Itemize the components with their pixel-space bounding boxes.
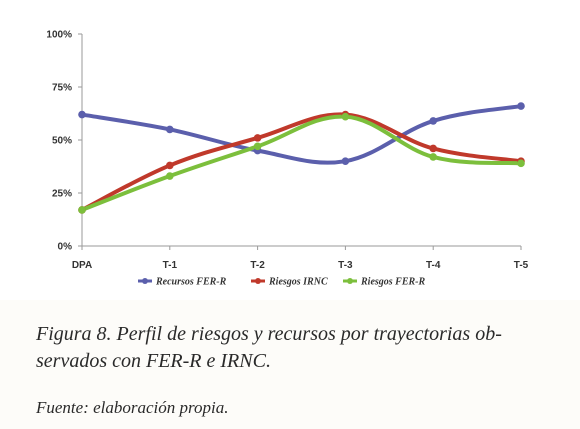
data-point <box>253 134 262 142</box>
x-tick-label: T-5 <box>514 260 529 271</box>
y-tick-label: 75% <box>52 83 72 94</box>
chart-panel: 0% 25% 50% 75% 100% DPA T-1 T-2 T-3 T-4 T-5 Recur… <box>46 29 529 288</box>
data-point <box>166 172 174 180</box>
data-point <box>517 102 525 110</box>
y-tick-label: 100% <box>46 30 72 41</box>
x-tick-label: T-2 <box>250 260 265 271</box>
legend-label: Riesgos FER-R <box>360 277 426 288</box>
x-tick-labels: DPA T-1 T-2 T-3 T-4 T-5 <box>72 260 529 271</box>
data-point <box>78 206 86 214</box>
data-point <box>78 110 86 119</box>
caption-line-2: servados con FER-R e IRNC. <box>36 350 271 372</box>
legend-label: Riesgos IRNC <box>268 277 328 288</box>
series-line-1 <box>80 112 523 212</box>
series-line-0 <box>80 104 523 165</box>
data-point <box>517 159 525 168</box>
legend-marker <box>347 278 353 284</box>
data-point <box>166 125 174 134</box>
x-tick-label: T-3 <box>338 260 353 271</box>
legend: Recursos FER-R Riesgos IRNC Riesgos FER-R <box>138 277 426 288</box>
data-point <box>429 117 438 125</box>
data-point <box>166 161 174 170</box>
x-tick-label: DPA <box>72 260 92 271</box>
figure-source: Fuente: elaboración propia. <box>36 398 229 417</box>
series-line-2 <box>80 114 523 212</box>
y-tick-label: 50% <box>52 136 72 147</box>
data-point <box>429 144 438 153</box>
data-point <box>341 112 350 121</box>
figure-caption: Figura 8. Perfil de riesgos y recursos p… <box>36 321 556 375</box>
data-point <box>341 157 350 165</box>
legend-marker <box>142 278 148 284</box>
caption-line-1: Figura 8. Perfil de riesgos y recursos p… <box>36 323 502 345</box>
x-tick-label: T-1 <box>163 260 178 271</box>
y-tick-label: 25% <box>52 189 72 200</box>
legend-label: Recursos FER-R <box>155 277 227 288</box>
data-point <box>429 153 438 161</box>
series-points <box>78 102 525 214</box>
series-lines <box>80 104 523 212</box>
y-tick-label: 0% <box>58 242 73 253</box>
y-tick-labels: 0% 25% 50% 75% 100% <box>46 30 72 253</box>
x-tick-label: T-4 <box>426 260 441 271</box>
line-chart: 0% 25% 50% 75% 100% DPA T-1 T-2 T-3 T-4 T-5 Recur… <box>46 30 529 288</box>
axes <box>78 33 522 250</box>
data-point <box>253 142 262 151</box>
legend-marker <box>255 278 261 284</box>
